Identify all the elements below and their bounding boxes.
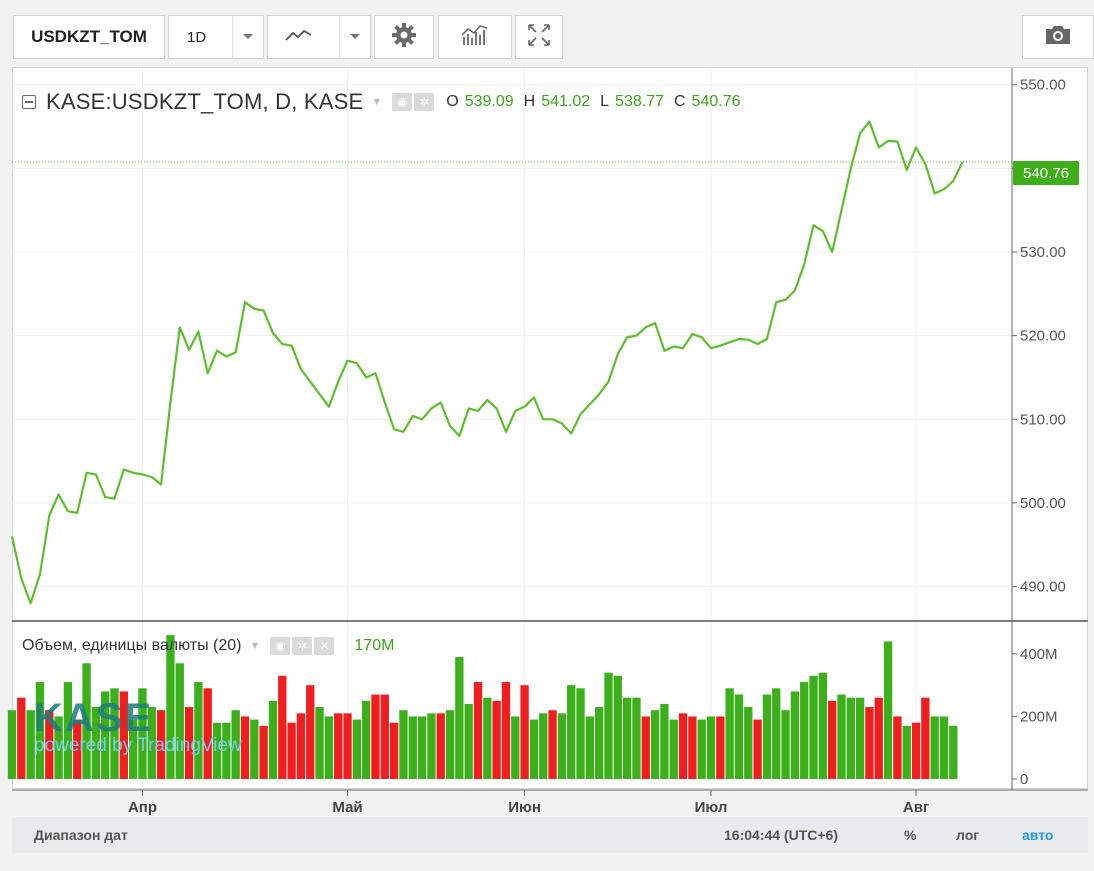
chart-pane[interactable] — [12, 67, 1088, 789]
gear-icon[interactable]: ✲ — [414, 93, 435, 111]
open-value: 539.09 — [464, 93, 514, 110]
date-range-button[interactable]: Диапазон дат — [34, 827, 128, 843]
interval-dropdown[interactable]: 1D — [168, 15, 264, 59]
interval-label: 1D — [187, 28, 207, 46]
percent-toggle[interactable]: % — [904, 827, 917, 843]
indicators-button[interactable] — [438, 15, 512, 59]
low-label: L — [600, 93, 610, 110]
line-chart-icon — [284, 27, 314, 48]
volume-value: 170M — [354, 637, 395, 654]
settings-button[interactable] — [374, 15, 434, 59]
close-icon[interactable]: ✕ — [314, 637, 335, 655]
camera-icon — [1042, 23, 1074, 52]
series-title[interactable]: KASE:USDKZT_TOM, D, KASE — [46, 89, 364, 114]
collapse-icon[interactable] — [22, 95, 36, 109]
series-legend: KASE:USDKZT_TOM, D, KASE ▼ ◉ ✲ O 539.09 … — [22, 88, 740, 116]
volume-title[interactable]: Объем, единицы валюты (20) — [22, 637, 242, 654]
gear-icon[interactable]: ✲ — [292, 637, 313, 655]
close-label: C — [673, 93, 686, 110]
gear-icon — [391, 22, 417, 53]
volume-legend: Объем, единицы валюты (20) ▼ ◉ ✲ ✕ 170M — [22, 633, 394, 659]
log-toggle[interactable]: лог — [956, 827, 980, 843]
time-display: 16:04:44 (UTC+6) — [724, 827, 838, 843]
fullscreen-icon — [526, 22, 552, 53]
high-value: 541.02 — [541, 93, 591, 110]
indicators-icon — [460, 23, 490, 52]
chevron-down-icon — [339, 16, 370, 58]
snapshot-button[interactable] — [1022, 15, 1094, 59]
high-label: H — [523, 93, 536, 110]
open-label: O — [446, 93, 459, 110]
close-value: 540.76 — [691, 93, 741, 110]
eye-icon[interactable]: ◉ — [270, 637, 291, 655]
auto-toggle[interactable]: авто — [1022, 827, 1054, 843]
chart-style-dropdown[interactable] — [267, 15, 371, 59]
bottom-bar: Диапазон дат 16:04:44 (UTC+6) % лог авто — [12, 817, 1088, 853]
low-value: 538.77 — [615, 93, 664, 110]
chevron-down-icon[interactable]: ▼ — [371, 96, 383, 108]
chevron-down-icon — [232, 16, 263, 58]
eye-icon[interactable]: ◉ — [392, 93, 413, 111]
symbol-button[interactable]: USDKZT_TOM — [13, 15, 165, 59]
chevron-down-icon[interactable]: ▼ — [249, 640, 261, 652]
last-price-tag: 540.76 — [1013, 161, 1079, 185]
toolbar: USDKZT_TOM 1D — [10, 12, 1094, 64]
fullscreen-button[interactable] — [515, 15, 563, 59]
